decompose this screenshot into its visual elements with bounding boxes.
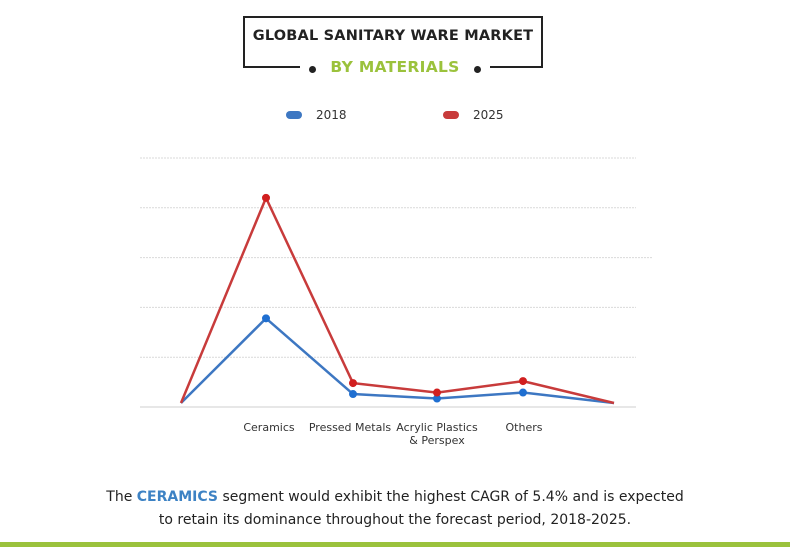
chart-subtitle: BY MATERIALS: [330, 58, 460, 76]
point-2018-1: [262, 314, 270, 323]
point-2025-3: [433, 388, 441, 397]
legend-swatch-2025: [443, 111, 459, 119]
legend-label-2025: 2025: [473, 108, 504, 122]
subtitle-wrap: BY MATERIALS: [300, 55, 490, 81]
legend-item-2018: 2018: [286, 107, 347, 123]
point-2025-1: [262, 193, 270, 202]
point-2025-4: [519, 377, 527, 386]
caption-line1-rest: segment would exhibit the highest CAGR o…: [218, 489, 684, 505]
legend-item-2025: 2025: [443, 107, 504, 123]
title-dot-right: [474, 66, 481, 73]
caption-line-1: The CERAMICS segment would exhibit the h…: [0, 486, 790, 508]
x-tick-ceramics: Ceramics: [243, 421, 295, 434]
caption-line-2: to retain its dominance throughout the f…: [158, 512, 632, 528]
x-tick-perspex: & Perspex: [409, 434, 465, 447]
x-tick-others: Others: [505, 421, 543, 434]
x-tick-acrylic-plastics: Acrylic Plastics: [396, 421, 478, 434]
series-line-2018: [180, 316, 615, 405]
caption-highlight: CERAMICS: [136, 489, 218, 505]
x-tick-pressed-metals: Pressed Metals: [308, 421, 392, 434]
point-2018-3: [433, 394, 441, 403]
legend-swatch-2018: [286, 111, 302, 119]
caption-pre: The: [106, 489, 137, 505]
legend-label-2018: 2018: [316, 108, 347, 122]
series-line-2025: [179, 194, 615, 405]
point-2018-2: [349, 390, 357, 399]
bottom-accent-bar: [0, 542, 790, 547]
point-2018-4: [519, 388, 527, 397]
point-2025-2: [349, 379, 357, 388]
title-dot-left: [309, 66, 316, 73]
chart-title: GLOBAL SANITARY WARE MARKET: [252, 28, 534, 44]
